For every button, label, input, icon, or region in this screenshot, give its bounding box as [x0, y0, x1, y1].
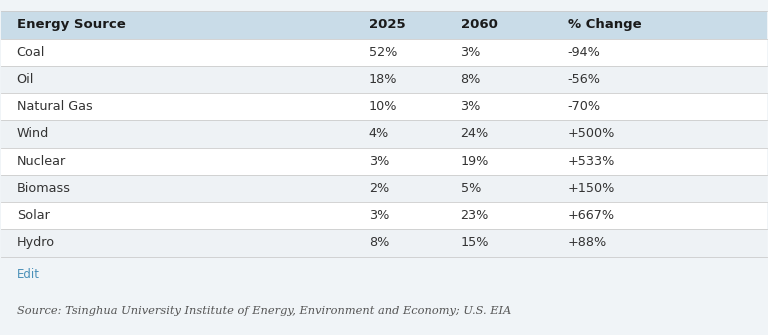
Text: Wind: Wind: [17, 127, 49, 140]
FancyBboxPatch shape: [2, 202, 766, 229]
FancyBboxPatch shape: [2, 175, 766, 202]
Text: 2060: 2060: [461, 18, 498, 31]
Text: Coal: Coal: [17, 46, 45, 59]
Text: Hydro: Hydro: [17, 237, 55, 250]
Text: 15%: 15%: [461, 237, 489, 250]
Text: 23%: 23%: [461, 209, 489, 222]
Text: +150%: +150%: [568, 182, 615, 195]
Text: Biomass: Biomass: [17, 182, 71, 195]
Text: 10%: 10%: [369, 100, 397, 113]
Text: -94%: -94%: [568, 46, 601, 59]
Text: 2025: 2025: [369, 18, 406, 31]
FancyBboxPatch shape: [2, 93, 766, 120]
FancyBboxPatch shape: [2, 39, 766, 66]
Text: Nuclear: Nuclear: [17, 155, 66, 168]
Text: 24%: 24%: [461, 127, 488, 140]
Text: Source: Tsinghua University Institute of Energy, Environment and Economy; U.S. E: Source: Tsinghua University Institute of…: [17, 306, 511, 316]
Text: 3%: 3%: [369, 155, 389, 168]
Text: Edit: Edit: [17, 268, 40, 281]
Text: +533%: +533%: [568, 155, 615, 168]
Text: -56%: -56%: [568, 73, 601, 86]
Text: 3%: 3%: [369, 209, 389, 222]
Text: +88%: +88%: [568, 237, 607, 250]
FancyBboxPatch shape: [2, 120, 766, 147]
Text: +500%: +500%: [568, 127, 615, 140]
Text: 8%: 8%: [369, 237, 389, 250]
Text: % Change: % Change: [568, 18, 641, 31]
Text: Solar: Solar: [17, 209, 50, 222]
Text: 18%: 18%: [369, 73, 397, 86]
Text: 5%: 5%: [461, 182, 481, 195]
Text: 19%: 19%: [461, 155, 489, 168]
Text: +667%: +667%: [568, 209, 614, 222]
FancyBboxPatch shape: [2, 147, 766, 175]
Text: 8%: 8%: [461, 73, 481, 86]
Text: 52%: 52%: [369, 46, 397, 59]
Text: Oil: Oil: [17, 73, 34, 86]
FancyBboxPatch shape: [2, 11, 766, 39]
Text: 3%: 3%: [461, 46, 481, 59]
Text: Natural Gas: Natural Gas: [17, 100, 92, 113]
Text: 4%: 4%: [369, 127, 389, 140]
FancyBboxPatch shape: [2, 66, 766, 93]
Text: Energy Source: Energy Source: [17, 18, 125, 31]
Text: 2%: 2%: [369, 182, 389, 195]
FancyBboxPatch shape: [2, 229, 766, 257]
Text: 3%: 3%: [461, 100, 481, 113]
Text: -70%: -70%: [568, 100, 601, 113]
